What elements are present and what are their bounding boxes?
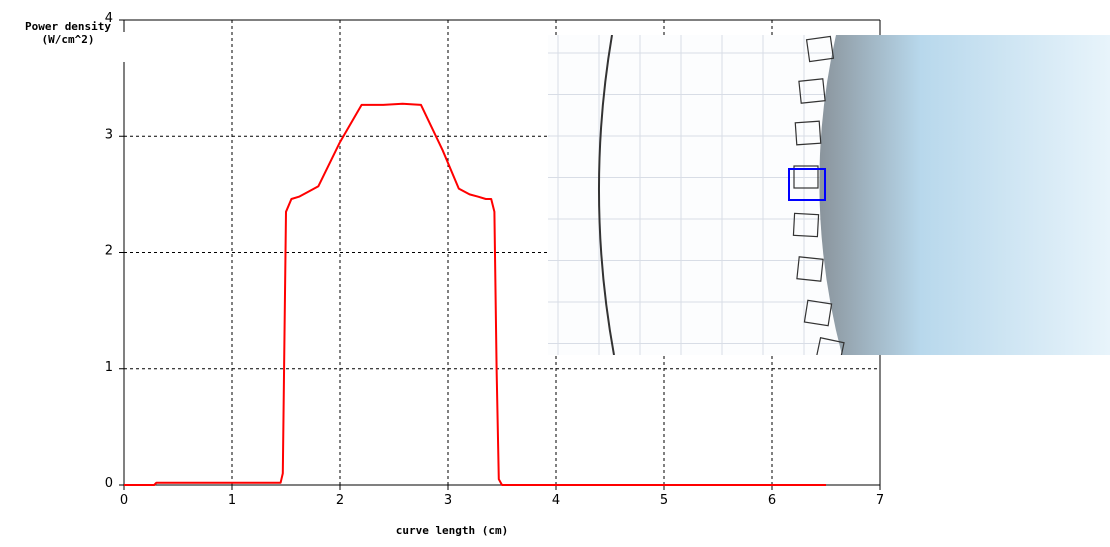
y-tick-label-4: 4 [105,11,113,26]
y-tick-label-3: 3 [105,127,113,142]
x-axis-label: curve length (cm) [395,524,509,537]
coil-turn-4 [792,212,820,238]
y-axis-label-line2: (W/cm^2) [41,33,95,46]
coil-turn-3 [793,165,819,189]
series-layer [124,102,826,486]
coil-turn-2 [794,120,822,146]
series-line-0 [124,102,826,486]
x-tick-label-5: 5 [660,493,668,508]
selected-coil-highlight [788,168,826,201]
y-tick-label-2: 2 [105,244,113,259]
x-tick-label-2: 2 [336,493,344,508]
geometry-inset [548,35,1110,355]
coil-turn-6 [803,299,833,327]
x-tick-label-7: 7 [876,493,884,508]
coil-turn-7 [815,337,845,355]
x-tick-label-0: 0 [120,493,128,508]
x-tick-label-3: 3 [444,493,452,508]
workpiece-body [819,35,1110,355]
coil-turn-0 [805,35,835,63]
x-tick-label-6: 6 [768,493,776,508]
y-axis-label: Power density (W/cm^2) [6,20,130,46]
y-tick-label-0: 0 [105,476,113,491]
coil-turn-5 [796,256,824,282]
y-tick-label-1: 1 [105,360,113,375]
y-axis-label-line1: Power density [24,20,112,33]
inductor-arc [598,35,615,355]
coil-turn-1 [798,78,826,104]
x-tick-label-1: 1 [228,493,236,508]
tick-labels: 0 1 2 3 4 5 6 7 0 1 2 3 4 [105,11,884,508]
x-tick-label-4: 4 [552,493,560,508]
inset-content [548,35,1110,355]
